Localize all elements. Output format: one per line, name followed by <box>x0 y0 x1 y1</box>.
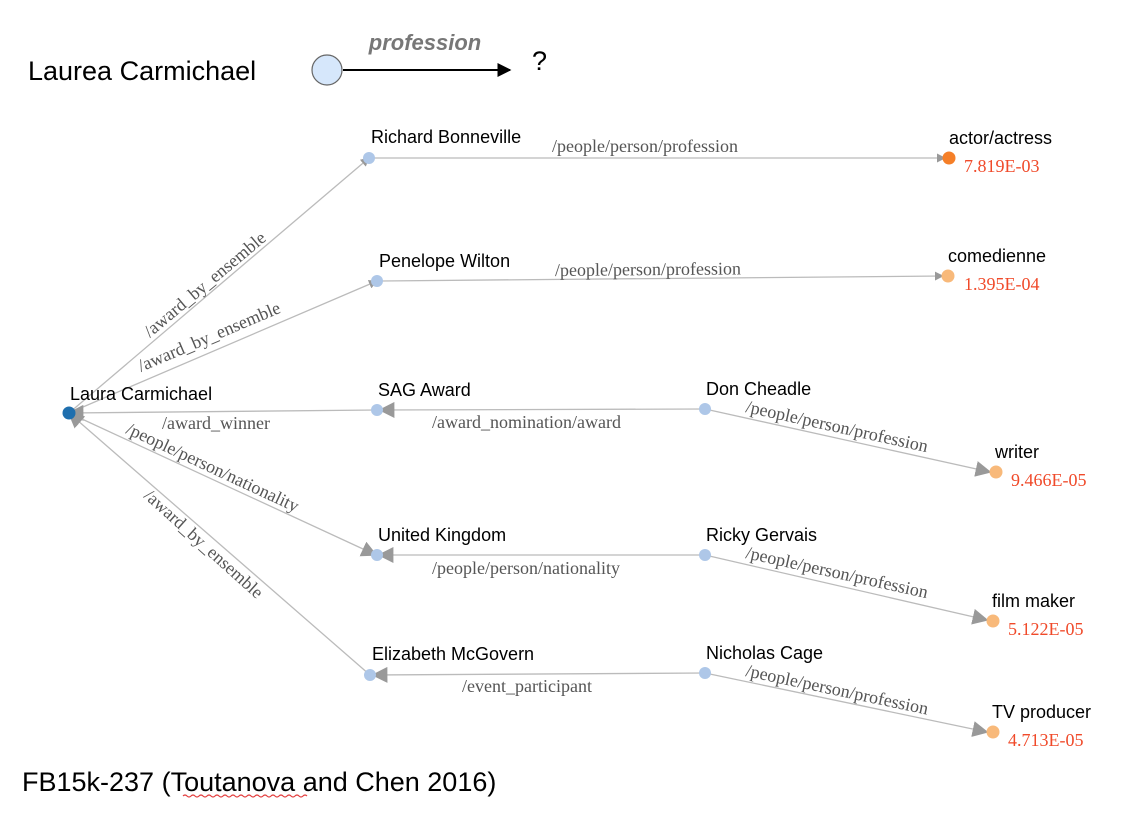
edge-don-sag <box>378 401 706 418</box>
query-entity: Laurea Carmichael <box>28 56 256 86</box>
edge-sag-laura <box>67 404 378 421</box>
spellcheck-underline <box>182 794 308 798</box>
label-elizabeth: Elizabeth McGovern <box>372 644 534 664</box>
edge-laura-uk <box>68 412 378 557</box>
edge-label-ricky-uk: /people/person/nationality <box>432 558 620 578</box>
label-richard: Richard Bonneville <box>371 127 521 147</box>
node-richard <box>363 152 375 164</box>
caption: FB15k-237 (Toutanova and Chen 2016) <box>22 767 496 797</box>
edge-laura-penelope <box>68 280 378 414</box>
edge-penelope-comedienne <box>376 271 944 282</box>
nodes <box>62 151 1003 739</box>
node-elizabeth <box>364 669 376 681</box>
label-nicholas: Nicholas Cage <box>706 643 823 663</box>
node-actor <box>942 151 956 165</box>
label-ricky: Ricky Gervais <box>706 525 817 545</box>
edge-label-penelope-comedienne: /people/person/profession <box>555 258 741 280</box>
edges <box>67 153 992 737</box>
label-laura: Laura Carmichael <box>70 384 212 404</box>
node-laura <box>62 406 76 420</box>
label-filmmaker: film maker <box>992 591 1075 611</box>
label-writer: writer <box>994 442 1039 462</box>
score-actor: 7.819E-03 <box>964 156 1040 176</box>
edge-label-richard-actor: /people/person/profession <box>552 136 738 156</box>
caption-prefix: FB15k-237 ( <box>22 767 171 797</box>
edge-nicholas-elizabeth <box>371 666 706 683</box>
node-tvproducer <box>986 725 1000 739</box>
node-comedienne <box>941 269 955 283</box>
label-penelope: Penelope Wilton <box>379 251 510 271</box>
query-entity-node <box>311 54 343 86</box>
edge-label-nicholas-elizabeth: /event_participant <box>462 676 592 696</box>
caption-cite-author: Toutanova <box>171 767 297 797</box>
edge-elizabeth-laura <box>67 411 371 676</box>
node-uk <box>371 549 383 561</box>
node-labels: Laura Carmichael Richard Bonneville Pene… <box>70 127 1091 722</box>
score-comedienne: 1.395E-04 <box>964 274 1040 294</box>
edge-label-sag-laura: /award_winner <box>162 413 270 433</box>
label-sag: SAG Award <box>378 380 471 400</box>
node-filmmaker <box>986 614 1000 628</box>
edge-label-ricky-filmmaker: /people/person/profession <box>744 542 930 602</box>
label-don: Don Cheadle <box>706 379 811 399</box>
node-penelope <box>371 275 383 287</box>
score-filmmaker: 5.122E-05 <box>1008 619 1084 639</box>
edge-laura-richard <box>68 157 370 414</box>
scores: 7.819E-03 1.395E-04 9.466E-05 5.122E-05 … <box>964 156 1087 750</box>
edge-label-laura-elizabeth: /award_by_ensemble <box>140 485 267 602</box>
node-nicholas <box>699 667 711 679</box>
edge-label-don-writer: /people/person/profession <box>744 396 930 456</box>
label-tvproducer: TV producer <box>992 702 1091 722</box>
edge-ricky-filmmaker <box>704 554 989 625</box>
node-don <box>699 403 711 415</box>
edge-nicholas-tvproducer <box>704 672 989 737</box>
edge-label-nicholas-tvproducer: /people/person/profession <box>744 660 930 718</box>
label-comedienne: comedienne <box>948 246 1046 266</box>
node-ricky <box>699 549 711 561</box>
edge-labels: /award_by_ensemble /award_by_ensemble /a… <box>123 136 930 719</box>
query-relation: profession <box>368 30 481 55</box>
edge-label-don-sag: /award_nomination/award <box>432 412 621 432</box>
edge-don-writer <box>704 408 992 477</box>
query-target: ? <box>532 46 547 76</box>
label-actor: actor/actress <box>949 128 1052 148</box>
score-writer: 9.466E-05 <box>1011 470 1087 490</box>
caption-suffix: and Chen 2016) <box>295 767 496 797</box>
node-writer <box>989 465 1003 479</box>
label-uk: United Kingdom <box>378 525 506 545</box>
score-tvproducer: 4.713E-05 <box>1008 730 1084 750</box>
node-sag <box>371 404 383 416</box>
